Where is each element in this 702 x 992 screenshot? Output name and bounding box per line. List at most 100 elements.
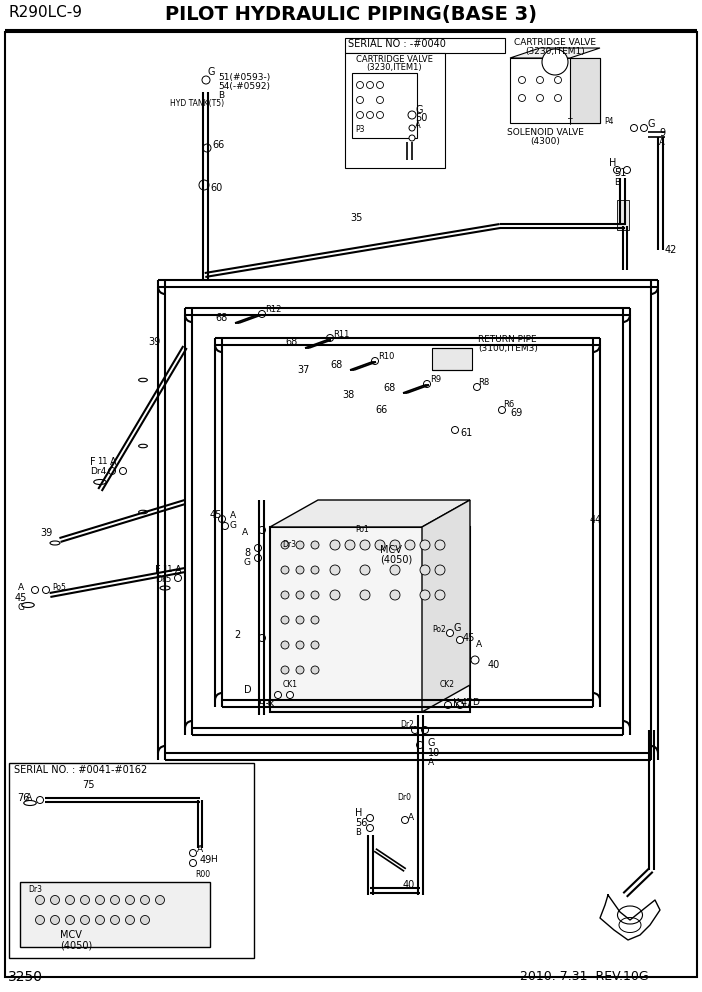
Circle shape: [409, 135, 415, 141]
Text: 39: 39: [148, 337, 160, 347]
Circle shape: [360, 590, 370, 600]
Text: 39: 39: [40, 528, 52, 538]
Ellipse shape: [160, 586, 170, 590]
Text: H: H: [210, 855, 217, 864]
Circle shape: [311, 541, 319, 549]
Text: A: A: [110, 457, 117, 467]
Text: SERIAL NO. : #0041-#0162: SERIAL NO. : #0041-#0162: [14, 765, 147, 775]
Text: G: G: [415, 105, 423, 115]
Text: CARTRIDGE VALVE: CARTRIDGE VALVE: [514, 38, 596, 47]
Circle shape: [274, 691, 282, 698]
Circle shape: [140, 916, 150, 925]
Text: 75: 75: [82, 780, 95, 790]
Circle shape: [474, 384, 480, 391]
Text: MCV: MCV: [380, 545, 402, 555]
Bar: [352, 73, 417, 138]
Text: 66: 66: [212, 140, 224, 150]
Text: CARTRIDGE VALVE: CARTRIDGE VALVE: [355, 55, 432, 64]
Ellipse shape: [138, 444, 147, 447]
Circle shape: [326, 334, 333, 341]
Circle shape: [416, 741, 423, 749]
Text: R00: R00: [195, 870, 210, 879]
Text: (4050): (4050): [380, 555, 412, 565]
Text: (3230,ITEM1): (3230,ITEM1): [366, 63, 422, 72]
Circle shape: [402, 816, 409, 823]
Circle shape: [456, 701, 463, 708]
Text: B: B: [218, 91, 224, 100]
Circle shape: [203, 144, 211, 152]
Circle shape: [311, 616, 319, 624]
Text: K: K: [268, 700, 274, 709]
Circle shape: [519, 94, 526, 101]
Text: 50: 50: [415, 113, 428, 123]
Circle shape: [366, 81, 373, 88]
Ellipse shape: [94, 479, 106, 484]
Circle shape: [420, 590, 430, 600]
Text: 53: 53: [258, 700, 270, 710]
Circle shape: [542, 49, 568, 75]
Circle shape: [614, 167, 621, 174]
Circle shape: [446, 630, 453, 637]
Text: SERIAL NO : -#0040: SERIAL NO : -#0040: [348, 39, 446, 49]
Text: 9: 9: [659, 128, 665, 138]
Circle shape: [218, 516, 225, 523]
Text: D: D: [244, 685, 251, 695]
Text: (3230,ITEM1): (3230,ITEM1): [525, 47, 585, 56]
Circle shape: [630, 125, 637, 132]
Text: B: B: [355, 828, 361, 837]
Text: 10: 10: [428, 748, 440, 758]
Text: H: H: [609, 158, 616, 168]
Text: 42: 42: [665, 245, 677, 255]
Text: 68: 68: [330, 360, 343, 370]
Text: R6: R6: [503, 400, 515, 409]
Bar: [345, 38, 505, 53]
Text: PILOT HYDRAULIC PIPING(BASE 3): PILOT HYDRAULIC PIPING(BASE 3): [165, 5, 537, 24]
Ellipse shape: [138, 510, 147, 514]
Text: 68: 68: [285, 337, 297, 347]
Text: (4050): (4050): [60, 940, 92, 950]
Circle shape: [330, 590, 340, 600]
Bar: [270, 527, 470, 712]
Circle shape: [376, 81, 383, 88]
Bar: [510, 58, 600, 123]
Text: 49: 49: [200, 855, 212, 865]
Text: G: G: [230, 521, 237, 530]
Circle shape: [371, 357, 378, 364]
Bar: [20, 882, 210, 947]
Circle shape: [420, 540, 430, 550]
Text: A: A: [18, 583, 24, 592]
Text: 40: 40: [488, 660, 501, 670]
Circle shape: [286, 691, 293, 698]
Text: 37: 37: [297, 365, 310, 375]
Text: R9: R9: [430, 375, 441, 384]
Circle shape: [357, 111, 364, 118]
Text: G: G: [428, 738, 435, 748]
Text: 8: 8: [244, 548, 250, 558]
Circle shape: [32, 586, 39, 593]
Text: 38: 38: [342, 390, 355, 400]
Circle shape: [640, 125, 647, 132]
Circle shape: [519, 76, 526, 83]
Text: 44: 44: [590, 515, 602, 525]
Text: 56: 56: [355, 818, 367, 828]
Circle shape: [296, 591, 304, 599]
Text: A: A: [428, 758, 434, 767]
Circle shape: [281, 666, 289, 674]
Text: 35: 35: [350, 213, 362, 223]
Circle shape: [623, 167, 630, 174]
Text: Po2: Po2: [432, 625, 446, 634]
Circle shape: [311, 566, 319, 574]
Bar: [617, 200, 629, 230]
Text: A: A: [230, 511, 236, 520]
Text: A: A: [197, 845, 203, 854]
Text: Po5: Po5: [52, 583, 66, 592]
Circle shape: [109, 467, 116, 474]
Text: CK2: CK2: [440, 680, 455, 689]
Text: 68: 68: [215, 313, 227, 323]
Circle shape: [281, 591, 289, 599]
Circle shape: [456, 637, 463, 644]
Text: A: A: [415, 121, 420, 130]
Ellipse shape: [50, 541, 60, 545]
Circle shape: [281, 541, 289, 549]
Circle shape: [408, 111, 416, 119]
